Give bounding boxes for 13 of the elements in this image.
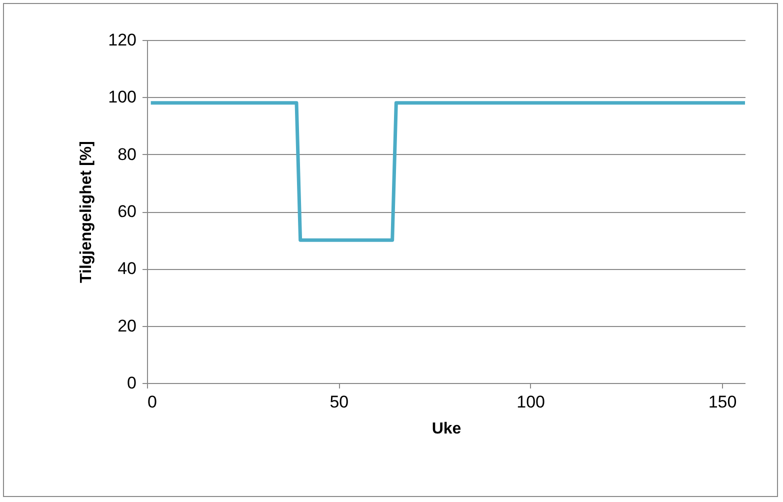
x-axis-title: Uke	[432, 420, 462, 438]
x-tick-label: 100	[516, 392, 546, 412]
y-tick-label: 100	[108, 88, 136, 107]
y-tick-label: 0	[127, 374, 136, 392]
y-tick-label: 80	[118, 144, 136, 164]
y-tick-label: 20	[118, 316, 136, 336]
y-tick-label: 120	[108, 30, 136, 50]
y-axis-title: Tilgjengelighet [%]	[78, 141, 96, 283]
y-tick-label: 40	[118, 259, 136, 278]
x-tick-label: 150	[708, 392, 737, 412]
y-tick-label: 60	[118, 202, 136, 221]
x-tick-label: 0	[148, 392, 157, 412]
x-tick-label: 50	[330, 392, 349, 412]
